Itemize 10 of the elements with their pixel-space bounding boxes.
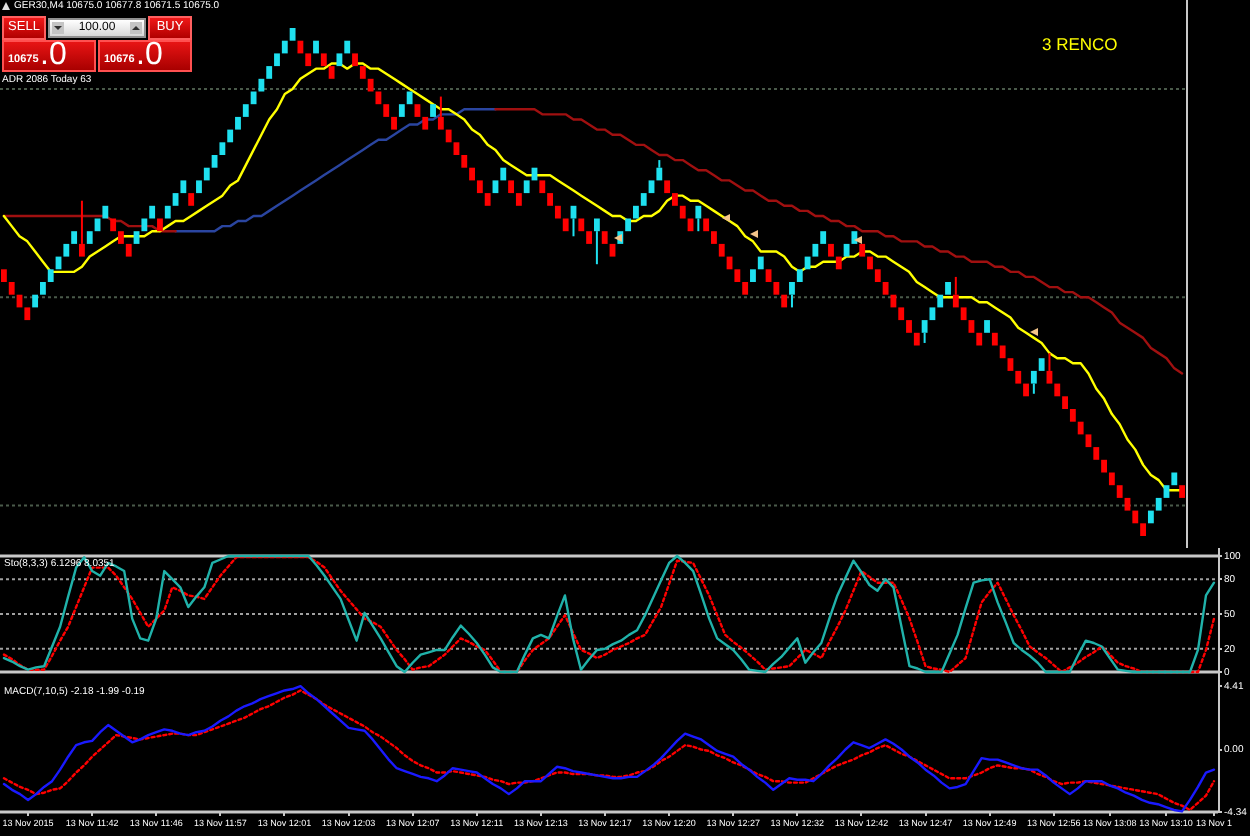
candlestick [789, 282, 795, 309]
annotation: 3 RENCO [1042, 34, 1118, 55]
candlestick [656, 159, 663, 181]
candlestick [921, 320, 928, 344]
candlestick [79, 199, 85, 257]
candlestick [952, 275, 959, 308]
candlestick [1030, 370, 1037, 395]
candlestick [437, 95, 444, 130]
candlestick [593, 218, 600, 266]
candlestick [695, 205, 702, 233]
